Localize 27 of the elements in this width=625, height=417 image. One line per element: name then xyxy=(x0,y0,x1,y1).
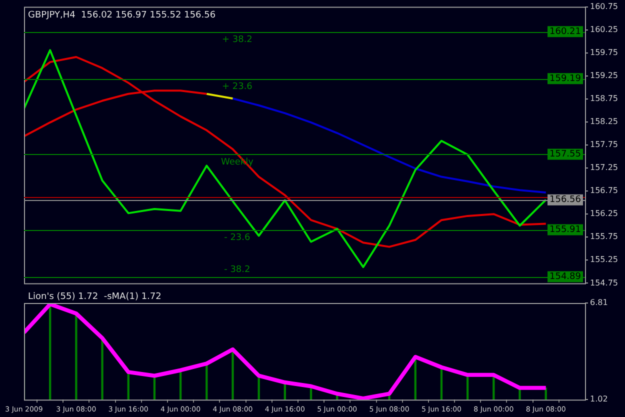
ref-line-label: 160.21 xyxy=(550,27,582,38)
y-tick-label: 160.25 xyxy=(590,24,618,34)
annotation: + 38.2 xyxy=(222,35,252,46)
y-tick-label: 158.75 xyxy=(590,94,618,104)
y-tick-label: 1.02 xyxy=(590,394,608,404)
ref-line-label: 154.89 xyxy=(550,272,582,282)
chart-title: GBPJPY,H4 156.02 156.97 155.52 156.56 xyxy=(28,10,216,21)
ref-line-label: 159.19 xyxy=(550,74,582,84)
annotation: - 38.2 xyxy=(224,265,250,276)
y-tick-label: 156.75 xyxy=(590,186,618,196)
annotation: - 23.6 xyxy=(224,233,251,244)
ref-line-label: 157.55 xyxy=(550,150,582,160)
y-tick-label: 154.75 xyxy=(590,278,618,288)
annotation: + 23.6 xyxy=(222,82,253,92)
y-tick-label: 158.25 xyxy=(590,117,618,126)
y-tick-label: 155.25 xyxy=(590,255,618,264)
chart-title: Lion's (55) 1.72 -sMA(1) 1.72 xyxy=(28,292,162,302)
y-tick-label: 159.25 xyxy=(590,70,618,80)
ref-line-label: 156.56 xyxy=(550,195,582,206)
y-tick-label: 157.25 xyxy=(590,163,618,172)
ref-line-label: 155.91 xyxy=(550,225,582,236)
y-tick-label: 155.75 xyxy=(590,232,618,242)
y-tick-label: 157.75 xyxy=(590,140,618,150)
y-tick-label: 160.75 xyxy=(590,2,618,11)
y-tick-label: 6.81 xyxy=(590,298,608,308)
y-tick-label: 159.75 xyxy=(590,48,618,57)
y-tick-label: 156.25 xyxy=(590,209,618,218)
